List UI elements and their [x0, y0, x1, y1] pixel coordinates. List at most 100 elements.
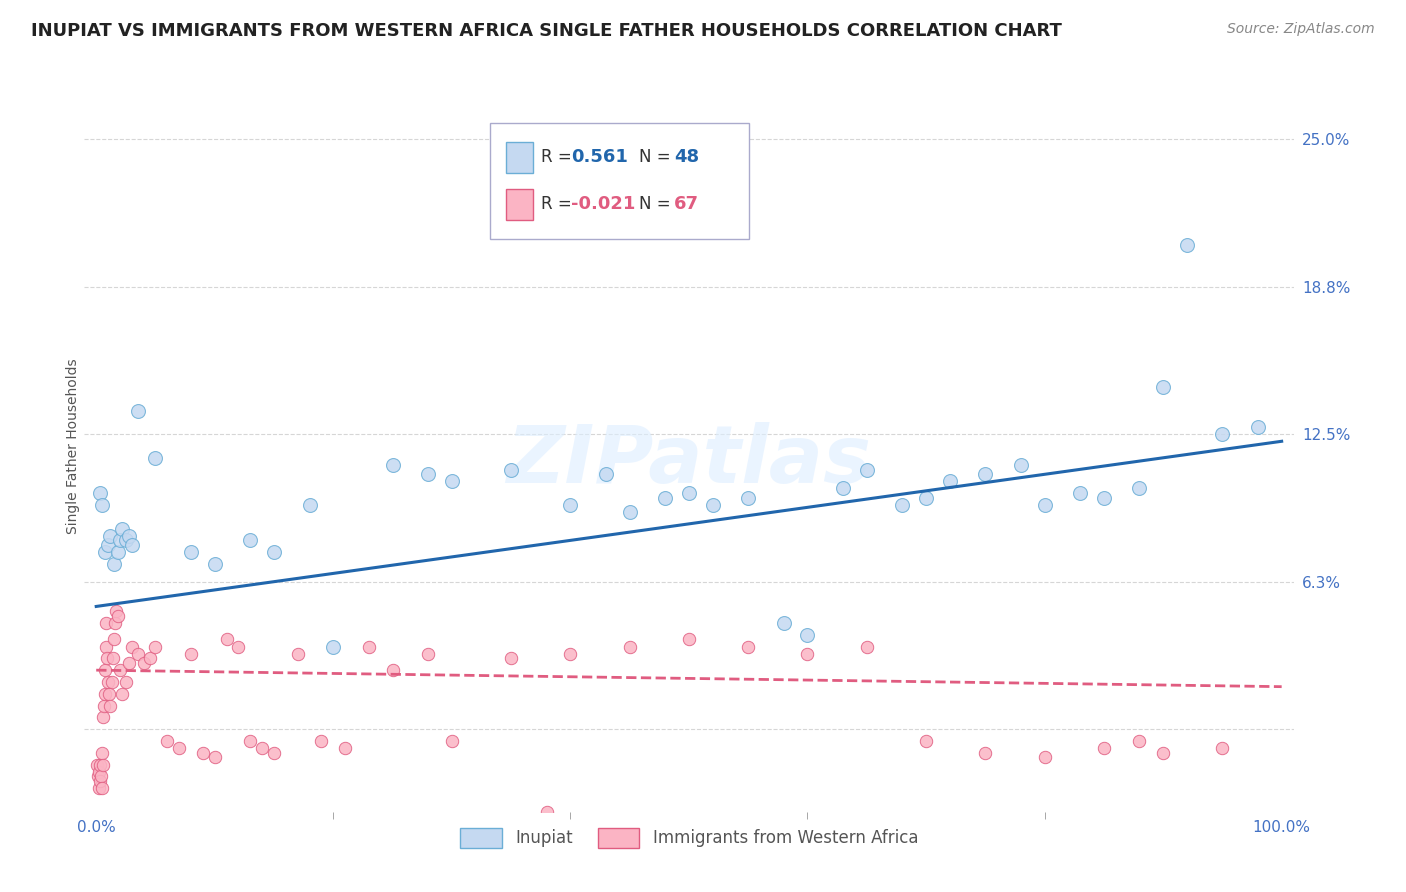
Point	[333, 741, 356, 756]
Text: R =: R =	[541, 148, 572, 167]
Point	[204, 557, 226, 571]
Point	[180, 647, 202, 661]
Point	[832, 482, 855, 496]
Point	[772, 615, 794, 630]
Point	[1010, 458, 1032, 472]
Point	[1128, 482, 1150, 496]
Point	[1092, 491, 1115, 505]
Point	[1211, 427, 1233, 442]
Point	[418, 647, 440, 661]
Point	[250, 741, 273, 756]
Point	[1033, 498, 1056, 512]
Point	[1092, 741, 1115, 756]
Point	[418, 467, 440, 482]
Point	[702, 498, 724, 512]
Point	[263, 746, 285, 760]
Point	[111, 522, 134, 536]
Point	[108, 663, 131, 677]
Point	[974, 467, 997, 482]
Point	[103, 557, 125, 571]
Point	[97, 538, 120, 552]
Point	[93, 698, 115, 713]
Point	[191, 746, 214, 760]
Point	[100, 698, 122, 713]
Point	[1069, 486, 1091, 500]
Text: N =: N =	[640, 195, 671, 213]
Point	[619, 640, 641, 654]
Point	[737, 640, 759, 654]
Point	[138, 651, 160, 665]
Point	[1211, 741, 1233, 756]
Point	[94, 640, 117, 654]
Point	[1247, 420, 1270, 434]
Text: R =: R =	[541, 195, 572, 213]
Point	[737, 491, 759, 505]
Point	[440, 734, 463, 748]
Point	[311, 734, 333, 748]
Point	[501, 462, 523, 476]
Point	[127, 647, 149, 661]
Point	[91, 746, 114, 760]
Point	[855, 640, 877, 654]
Point	[891, 498, 914, 512]
Point	[96, 651, 118, 665]
Point	[298, 498, 321, 512]
Point	[105, 604, 128, 618]
Point	[796, 628, 818, 642]
Point	[145, 640, 167, 654]
Point	[381, 458, 404, 472]
Point	[440, 475, 463, 489]
Point	[215, 632, 238, 647]
Point	[107, 545, 129, 559]
Point	[93, 545, 115, 559]
Point	[89, 486, 111, 500]
Point	[108, 533, 131, 548]
Point	[94, 663, 117, 677]
Point	[121, 538, 143, 552]
Point	[89, 764, 111, 779]
Point	[87, 781, 110, 796]
Point	[322, 640, 344, 654]
Point	[1175, 238, 1198, 252]
Y-axis label: Single Father Households: Single Father Households	[66, 359, 80, 533]
Point	[560, 498, 582, 512]
Point	[938, 475, 960, 489]
Point	[263, 545, 285, 559]
Point	[228, 640, 250, 654]
Point	[115, 675, 138, 690]
Point	[145, 450, 167, 465]
Point	[91, 710, 114, 724]
Point	[974, 746, 997, 760]
Point	[93, 687, 115, 701]
Legend: Inupiat, Immigrants from Western Africa: Inupiat, Immigrants from Western Africa	[453, 821, 925, 855]
Text: INUPIAT VS IMMIGRANTS FROM WESTERN AFRICA SINGLE FATHER HOUSEHOLDS CORRELATION C: INUPIAT VS IMMIGRANTS FROM WESTERN AFRIC…	[31, 22, 1062, 40]
Point	[103, 632, 125, 647]
Point	[100, 675, 122, 690]
Text: 48: 48	[673, 148, 699, 167]
Point	[87, 769, 110, 783]
Point	[90, 769, 112, 783]
Point	[115, 533, 138, 548]
Point	[98, 687, 121, 701]
Text: ZIPatlas: ZIPatlas	[506, 422, 872, 500]
Point	[167, 741, 190, 756]
Point	[101, 651, 124, 665]
Text: 67: 67	[673, 195, 699, 213]
Point	[1033, 750, 1056, 764]
Point	[86, 757, 108, 772]
Point	[111, 687, 134, 701]
Point	[560, 647, 582, 661]
Point	[1128, 734, 1150, 748]
Point	[127, 403, 149, 417]
Text: Source: ZipAtlas.com: Source: ZipAtlas.com	[1227, 22, 1375, 37]
Point	[239, 734, 262, 748]
Point	[619, 505, 641, 519]
Point	[239, 533, 262, 548]
Point	[796, 647, 818, 661]
Point	[97, 675, 120, 690]
Point	[89, 757, 111, 772]
Point	[89, 774, 111, 789]
Point	[156, 734, 179, 748]
Text: N =: N =	[640, 148, 671, 167]
Point	[287, 647, 309, 661]
